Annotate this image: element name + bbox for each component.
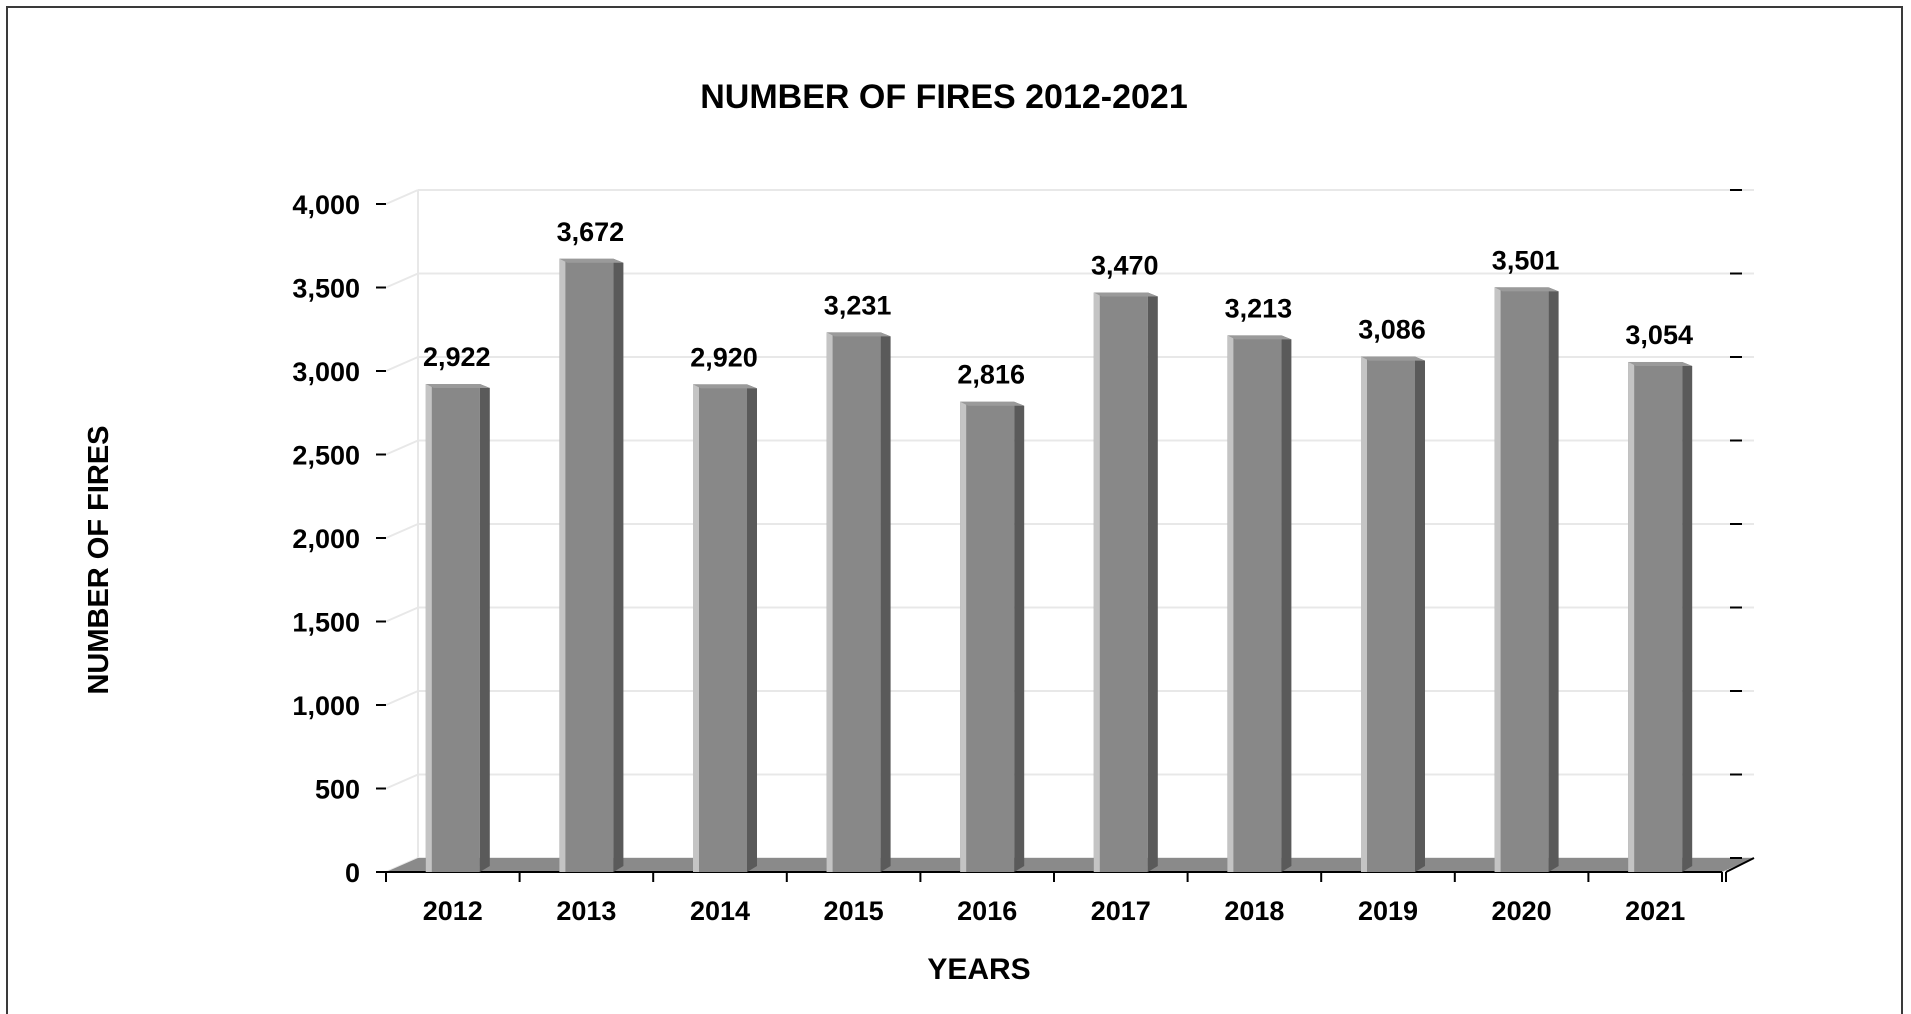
bar bbox=[425, 384, 490, 872]
bar bbox=[1093, 292, 1158, 872]
bar-side bbox=[1415, 356, 1425, 872]
x-axis-title: YEARS bbox=[927, 953, 1030, 986]
y-axis-title: NUMBER OF FIRES bbox=[83, 425, 115, 694]
bar-front bbox=[1361, 356, 1415, 872]
data-label: 3,231 bbox=[824, 290, 892, 320]
bar-top bbox=[1628, 361, 1693, 366]
bar-side bbox=[1147, 292, 1158, 872]
gridline-side bbox=[385, 690, 419, 706]
bar-side bbox=[1281, 335, 1292, 873]
chart-title: NUMBER OF FIRES 2012-2021 bbox=[700, 78, 1188, 116]
x-tick-label: 2020 bbox=[1492, 896, 1552, 926]
bar bbox=[1494, 287, 1559, 872]
bar bbox=[693, 384, 757, 872]
y-tick-label: 500 bbox=[315, 775, 360, 805]
data-label: 3,054 bbox=[1625, 320, 1693, 350]
bar-highlight bbox=[1361, 356, 1367, 872]
bar-highlight bbox=[1628, 361, 1635, 872]
y-tick-label: 1,500 bbox=[292, 608, 360, 638]
data-label: 2,816 bbox=[957, 360, 1025, 390]
bar-top bbox=[826, 332, 891, 337]
y-tick-label: 2,000 bbox=[292, 524, 360, 554]
data-label: 3,501 bbox=[1492, 245, 1560, 275]
x-tick-label: 2015 bbox=[824, 896, 884, 926]
bar bbox=[1628, 361, 1693, 872]
y-tick-label: 0 bbox=[345, 858, 360, 888]
bar-top bbox=[1361, 356, 1425, 361]
bar-highlight bbox=[826, 332, 833, 873]
bar bbox=[826, 332, 891, 873]
bar-top bbox=[425, 384, 490, 389]
bar-front bbox=[1494, 287, 1549, 872]
y-tick-label: 2,500 bbox=[292, 441, 360, 471]
bar-side bbox=[1682, 361, 1693, 872]
gridline-side bbox=[385, 606, 419, 623]
bar-front bbox=[1093, 292, 1148, 872]
data-label: 2,922 bbox=[423, 342, 491, 372]
bar bbox=[559, 258, 624, 872]
x-tick-label: 2017 bbox=[1091, 896, 1151, 926]
bar-top bbox=[693, 384, 757, 389]
x-tick-label: 2019 bbox=[1358, 896, 1418, 926]
x-tick-label: 2018 bbox=[1224, 896, 1284, 926]
y-tick-label: 1,000 bbox=[292, 691, 360, 721]
bar-highlight bbox=[425, 384, 432, 872]
data-label: 3,213 bbox=[1225, 293, 1293, 323]
bar-side bbox=[747, 384, 757, 872]
y-tick-label: 4,000 bbox=[292, 190, 360, 220]
bar-side bbox=[880, 332, 891, 873]
bar-front bbox=[559, 258, 614, 872]
bar-front bbox=[425, 384, 480, 872]
bar-highlight bbox=[960, 401, 967, 872]
bar-side bbox=[1548, 287, 1559, 872]
gridline-side bbox=[385, 523, 419, 539]
bar bbox=[1361, 356, 1425, 872]
bar-highlight bbox=[693, 384, 699, 872]
bar-side bbox=[479, 384, 490, 872]
y-tick-label: 3,000 bbox=[292, 357, 360, 387]
bar-side bbox=[613, 258, 624, 872]
bar-top bbox=[960, 401, 1025, 406]
bar-top bbox=[1093, 292, 1158, 297]
chart-frame bbox=[6, 6, 1903, 1014]
bar bbox=[1227, 335, 1292, 873]
gridline-side bbox=[385, 189, 419, 205]
x-tick-label: 2013 bbox=[556, 896, 616, 926]
data-label: 2,920 bbox=[690, 342, 758, 372]
bar-highlight bbox=[1494, 287, 1501, 872]
gridline-side bbox=[385, 356, 419, 372]
data-label: 3,086 bbox=[1358, 315, 1426, 345]
bar-front bbox=[960, 401, 1015, 872]
gridline-side bbox=[385, 272, 419, 289]
x-tick-label: 2012 bbox=[423, 896, 483, 926]
data-labels: 2,922 2012 3,672 2013 2,920 2014 3,231 2015 2,81… bbox=[423, 217, 1693, 926]
x-tick-label: 2016 bbox=[957, 896, 1017, 926]
bar-front bbox=[1227, 335, 1282, 873]
bar-front bbox=[693, 384, 747, 872]
axes: 0 500 1,000 1,500 2,000 2,500 3,000 3,500 4,000 bbox=[292, 189, 1755, 888]
x-tick-label: 2021 bbox=[1625, 896, 1685, 926]
bar-highlight bbox=[1227, 335, 1234, 873]
bar-side bbox=[1014, 401, 1025, 872]
bar-highlight bbox=[559, 258, 566, 872]
gridline-side bbox=[385, 439, 419, 456]
bar-highlight bbox=[1093, 292, 1100, 872]
bar bbox=[960, 401, 1025, 872]
bar-top bbox=[1227, 335, 1292, 340]
bar-top bbox=[559, 258, 624, 263]
data-label: 3,470 bbox=[1091, 251, 1159, 281]
bar-front bbox=[826, 332, 881, 873]
data-label: 3,672 bbox=[557, 217, 625, 247]
bars bbox=[425, 258, 1693, 873]
bar-top bbox=[1494, 287, 1559, 292]
x-tick-label: 2014 bbox=[690, 896, 750, 926]
gridline-side bbox=[385, 773, 419, 790]
x-axis-end bbox=[1725, 857, 1755, 873]
y-tick-label: 3,500 bbox=[292, 274, 360, 304]
bar-front bbox=[1628, 361, 1683, 872]
